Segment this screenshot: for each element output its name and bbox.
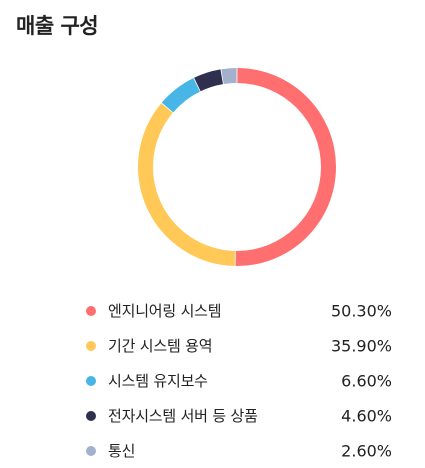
legend-item-1: 엔지니어링 시스템 50.30%: [86, 293, 392, 328]
legend-color-dot: [86, 375, 96, 386]
legend-value: 6.60%: [341, 371, 392, 390]
chart-legend: 엔지니어링 시스템 50.30% 기간 시스템 용역 35.90% 시스템 유지보수 6.…: [86, 293, 392, 468]
legend-item-4: 전자시스템 서버 등 상품 4.60%: [86, 398, 392, 433]
legend-value: 50.30%: [330, 301, 392, 320]
donut-chart: [138, 68, 337, 267]
legend-label-시스템-유지보수: 시스템 유지보수: [108, 372, 208, 390]
legend-value: 4.60%: [341, 406, 392, 425]
donut-slice-4: [194, 69, 223, 92]
donut-slice-5: [221, 68, 237, 85]
legend-label-엔지니어링-시스템: 엔지니어링 시스템: [108, 302, 222, 320]
legend-color-dot: [86, 445, 96, 456]
donut-chart-area: [138, 68, 337, 267]
legend-value: 2.60%: [341, 441, 392, 460]
legend-label-전자시스템-서버-등-상품: 전자시스템 서버 등 상품: [108, 407, 258, 425]
legend-color-dot: [86, 305, 96, 316]
donut-slice-1: [235, 68, 337, 267]
legend-item-2: 기간 시스템 용역 35.90%: [86, 328, 392, 363]
legend-item-3: 시스템 유지보수 6.60%: [86, 363, 392, 398]
legend-label-기간-시스템-용역: 기간 시스템 용역: [108, 337, 213, 355]
legend-value: 35.90%: [330, 336, 392, 355]
donut-slice-2: [138, 103, 236, 266]
legend-item-5: 통신 2.60%: [86, 433, 392, 468]
legend-color-dot: [86, 340, 96, 351]
legend-color-dot: [86, 410, 96, 421]
legend-label-통신: 통신: [108, 442, 136, 460]
page-title: 매출 구성: [16, 14, 99, 38]
donut-slice-3: [161, 78, 200, 113]
